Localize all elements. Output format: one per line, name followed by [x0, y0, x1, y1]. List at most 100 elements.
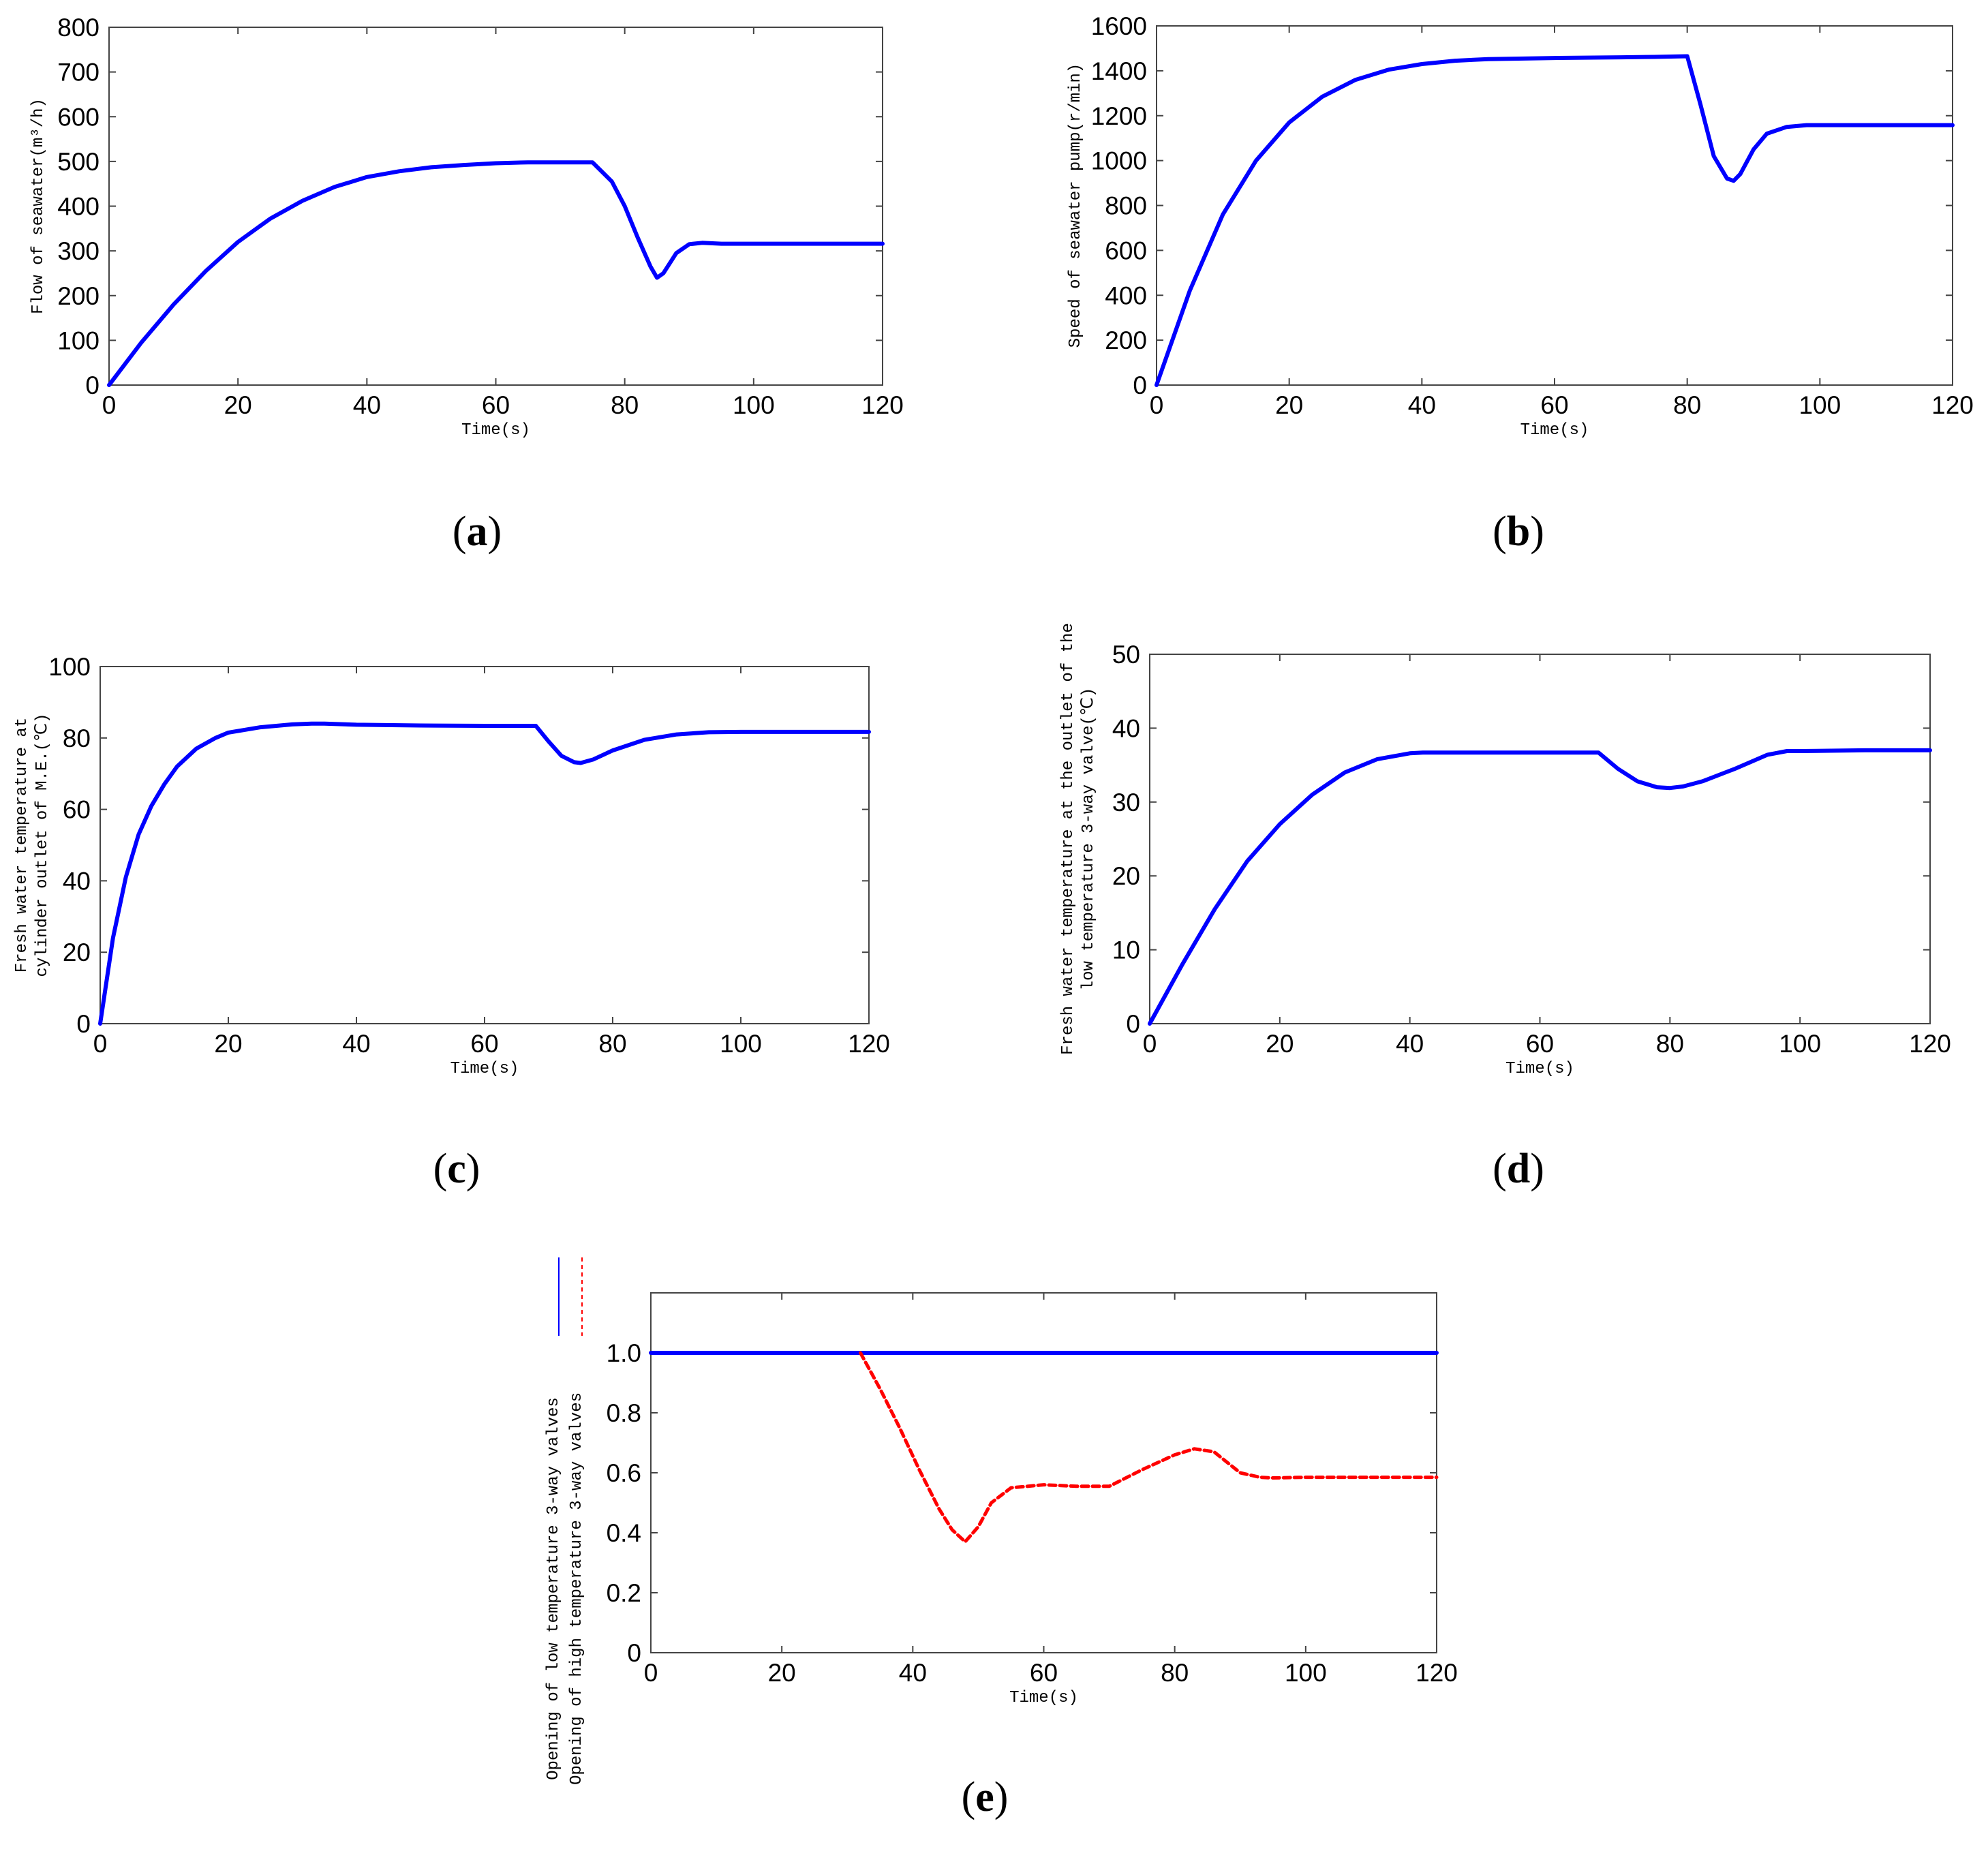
panel-caption: (d) — [1493, 1146, 1544, 1192]
x-tick-label: 20 — [224, 391, 252, 419]
y-tick-label: 1400 — [1091, 57, 1147, 85]
x-tick-label: 120 — [1416, 1659, 1458, 1687]
y-tick-label: 300 — [57, 237, 100, 265]
x-tick-label: 60 — [1540, 391, 1568, 419]
plot-frame — [1156, 25, 1953, 386]
panel-caption-open: ( — [453, 508, 467, 555]
y-tick-label: 0 — [1126, 1010, 1140, 1038]
y-tick-label: 0.6 — [607, 1459, 641, 1487]
y-tick-label: 1200 — [1091, 102, 1147, 130]
y-tick-label: 20 — [63, 938, 91, 966]
panel-caption: (e) — [962, 1774, 1009, 1820]
series-line — [859, 1351, 1439, 1544]
y-tick-label: 400 — [1105, 281, 1147, 309]
y-tick-label: 1.0 — [607, 1339, 641, 1367]
x-tick-label: 80 — [598, 1030, 626, 1058]
y-axis-label: Flow of seawater(m³/h) — [29, 98, 48, 314]
x-tick-label: 60 — [470, 1030, 498, 1058]
y-tick-label: 200 — [57, 282, 100, 310]
x-tick-label: 0 — [1150, 391, 1164, 419]
y-axis-label: Fresh water temperature at — [13, 718, 31, 973]
x-tick-label: 20 — [768, 1659, 796, 1687]
plot-frame — [100, 666, 870, 1024]
y-axis-label: Speed of seawater pump(r/min) — [1067, 63, 1085, 348]
y-tick-label: 600 — [57, 103, 100, 131]
x-tick-label: 120 — [1909, 1030, 1951, 1058]
series-line — [107, 160, 885, 387]
series-line — [1154, 54, 1955, 387]
y-tick-label: 0.4 — [607, 1519, 641, 1547]
panel-caption: (a) — [453, 508, 502, 555]
panel-caption-open: ( — [433, 1146, 448, 1192]
x-tick-label: 40 — [1396, 1030, 1424, 1058]
y-axis-label: low temperature 3-way valve(℃) — [1080, 688, 1098, 991]
panel-caption-letter: a — [467, 508, 488, 555]
panel-caption-letter: d — [1507, 1146, 1530, 1192]
y-tick-label: 100 — [57, 326, 100, 354]
y-tick-label: 600 — [1105, 236, 1147, 264]
y-tick-label: 200 — [1105, 326, 1147, 354]
plot-frame — [1149, 654, 1931, 1024]
x-tick-label: 60 — [482, 391, 510, 419]
panel-caption-close: ) — [994, 1774, 1009, 1820]
x-tick-label: 40 — [899, 1659, 927, 1687]
x-tick-label: 20 — [1266, 1030, 1294, 1058]
y-axis-label: cylinder outlet of M.E.(℃) — [33, 713, 52, 977]
panel-caption: (c) — [433, 1146, 480, 1192]
panel-caption-close: ) — [1530, 508, 1544, 555]
y-tick-label: 40 — [1112, 714, 1140, 742]
y-tick-label: 0 — [627, 1639, 641, 1667]
x-axis-label: Time(s) — [1505, 1060, 1574, 1078]
y-tick-label: 1000 — [1091, 147, 1147, 175]
y-tick-label: 40 — [63, 867, 91, 895]
y-axis-label: Opening of high temperature 3-way valves — [568, 1392, 586, 1785]
y-tick-label: 1600 — [1091, 12, 1147, 40]
chart-panel-c: 0 20 40 60 80 100 120 0 20 40 60 80 100 Time(s) Fresh … — [13, 653, 890, 1192]
x-tick-label: 100 — [720, 1030, 762, 1058]
x-tick-label: 100 — [1799, 391, 1841, 419]
y-tick-label: 500 — [57, 148, 100, 176]
panel-caption-close: ) — [488, 508, 502, 555]
panel-caption: (b) — [1493, 508, 1544, 555]
x-tick-label: 60 — [1526, 1030, 1554, 1058]
x-tick-label: 40 — [342, 1030, 370, 1058]
x-tick-label: 80 — [1673, 391, 1701, 419]
y-axis-label: Fresh water temperature at the outlet of… — [1059, 623, 1077, 1055]
panel-caption-close: ) — [1530, 1146, 1544, 1192]
y-tick-label: 10 — [1112, 936, 1140, 964]
y-tick-label: 30 — [1112, 789, 1140, 816]
x-tick-label: 80 — [611, 391, 639, 419]
y-axis-label: Opening of low temperature 3-way valves — [545, 1397, 563, 1780]
x-tick-label: 0 — [644, 1659, 658, 1687]
y-tick-label: 100 — [48, 653, 91, 681]
y-tick-label: 400 — [57, 193, 100, 221]
panel-caption-letter: b — [1507, 508, 1530, 555]
series-line — [1148, 748, 1932, 1026]
x-tick-label: 120 — [848, 1030, 890, 1058]
x-tick-label: 80 — [1161, 1659, 1189, 1687]
chart-panel-b: 0 20 40 60 80 100 1200200400600800100012001400… — [1067, 12, 1974, 555]
y-tick-label: 50 — [1112, 641, 1140, 669]
plot-frame — [108, 27, 883, 386]
panel-caption-open: ( — [1493, 1146, 1507, 1192]
x-tick-label: 40 — [353, 391, 381, 419]
x-tick-label: 100 — [1285, 1659, 1327, 1687]
x-tick-label: 100 — [733, 391, 775, 419]
plot-frame — [650, 1292, 1437, 1653]
x-tick-label: 120 — [1931, 391, 1974, 419]
chart-panel-e: 0 20 40 60 80 100 120 0 0.2 0.4 0.6 0.8 1.0 Time(s) Op… — [545, 1257, 1458, 1820]
y-tick-label: 0 — [1133, 371, 1147, 399]
y-tick-label: 0 — [85, 371, 100, 399]
x-tick-label: 0 — [102, 391, 117, 419]
x-tick-label: 20 — [1275, 391, 1303, 419]
x-tick-label: 120 — [861, 391, 904, 419]
series-line — [98, 721, 871, 1026]
chart-panel-a: 0 20 40 60 80 100 120 0 100 200 300 400 500 600 700 800… — [29, 14, 904, 555]
chart-panel-d: 0 20 40 60 80 100 120 0 10 20 30 40 50 Time(s) Fresh w… — [1059, 623, 1951, 1192]
x-tick-label: 40 — [1408, 391, 1436, 419]
panel-caption-close: ) — [466, 1146, 480, 1192]
y-tick-label: 800 — [57, 14, 100, 42]
y-tick-label: 700 — [57, 59, 100, 87]
y-tick-label: 0.2 — [607, 1579, 641, 1607]
